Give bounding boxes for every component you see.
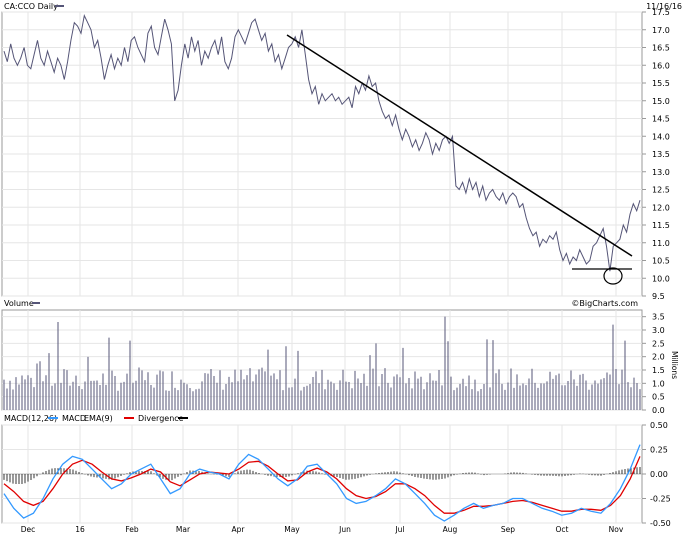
divergence-histogram bbox=[3, 466, 641, 484]
month-label: Nov bbox=[609, 525, 624, 534]
price-tick-label: 13.0 bbox=[652, 168, 670, 177]
volume-tick-label: 3.5 bbox=[652, 313, 665, 322]
divergence-legend-label: Divergence bbox=[138, 414, 184, 423]
macd-tick-label: 0.00 bbox=[650, 470, 668, 479]
price-tick-label: 14.5 bbox=[652, 115, 670, 124]
watermark: ©BigCharts.com bbox=[571, 299, 638, 308]
macd-y-ticks: 0.50 0.25 0.00 -0.25 -0.50 bbox=[642, 421, 671, 528]
price-tick-label: 15.0 bbox=[652, 97, 670, 106]
price-tick-label: 15.5 bbox=[652, 79, 670, 88]
macd-legend-label: MACD bbox=[62, 414, 86, 423]
macd-tick-label: -0.25 bbox=[650, 495, 671, 504]
month-label: Oct bbox=[556, 525, 569, 534]
price-title: CA:CCO Daily bbox=[4, 2, 58, 11]
price-tick-label: 12.5 bbox=[652, 186, 670, 195]
price-tick-label: 11.5 bbox=[652, 221, 670, 230]
date-label: 11/16/16 bbox=[646, 2, 682, 11]
month-label: May bbox=[284, 525, 300, 534]
price-tick-label: 9.5 bbox=[652, 292, 665, 301]
price-tick-label: 17.0 bbox=[652, 26, 670, 35]
price-tick-label: 17.5 bbox=[652, 8, 670, 17]
volume-tick-label: 0.0 bbox=[652, 406, 665, 415]
month-label: Apr bbox=[232, 525, 246, 534]
month-label: Jul bbox=[394, 525, 404, 534]
price-line bbox=[3, 14, 641, 272]
macd-tick-label: -0.50 bbox=[650, 519, 671, 528]
month-label: Dec bbox=[21, 525, 36, 534]
macd-line bbox=[3, 444, 641, 522]
macd-title: MACD(12,26) bbox=[4, 414, 57, 423]
volume-y-ticks: 3.5 3.0 2.5 2.0 1.5 1.0 0.5 0.0 bbox=[642, 313, 665, 415]
volume-tick-label: 3.0 bbox=[652, 326, 665, 335]
volume-tick-label: 2.5 bbox=[652, 339, 665, 348]
price-tick-label: 10.0 bbox=[652, 274, 670, 283]
volume-tick-label: 1.0 bbox=[652, 379, 665, 388]
month-label: Mar bbox=[176, 525, 191, 534]
circle-marker bbox=[603, 267, 623, 285]
volume-tick-label: 1.5 bbox=[652, 366, 665, 375]
ema-legend-label: EMA(9) bbox=[84, 414, 113, 423]
trendline bbox=[286, 34, 633, 257]
price-tick-label: 12.0 bbox=[652, 203, 670, 212]
month-label: Feb bbox=[125, 525, 139, 534]
macd-tick-label: 0.50 bbox=[650, 421, 668, 430]
ema-line bbox=[3, 456, 641, 514]
price-tick-label: 11.0 bbox=[652, 239, 670, 248]
volume-bars bbox=[3, 316, 641, 410]
price-tick-label: 16.0 bbox=[652, 61, 670, 70]
price-y-ticks: 17.5 17.0 16.5 16.0 15.5 15.0 14.5 14.0 13.5 13.0… bbox=[642, 8, 670, 301]
price-tick-label: 10.5 bbox=[652, 257, 670, 266]
price-tick-label: 14.0 bbox=[652, 132, 670, 141]
macd-tick-label: 0.25 bbox=[650, 446, 668, 455]
month-label: Jun bbox=[338, 525, 351, 534]
month-label: 16 bbox=[75, 525, 85, 534]
price-tick-label: 13.5 bbox=[652, 150, 670, 159]
month-label: Aug bbox=[443, 525, 458, 534]
price-tick-label: 16.5 bbox=[652, 44, 670, 53]
volume-tick-label: 0.5 bbox=[652, 393, 665, 402]
month-labels: Dec 16 Feb Mar Apr May Jun Jul Aug Sep Oct Nov bbox=[21, 525, 624, 534]
volume-unit-label: Millions bbox=[670, 351, 679, 379]
month-label: Sep bbox=[501, 525, 515, 534]
volume-tick-label: 2.0 bbox=[652, 353, 665, 362]
volume-title: Volume bbox=[4, 299, 34, 308]
